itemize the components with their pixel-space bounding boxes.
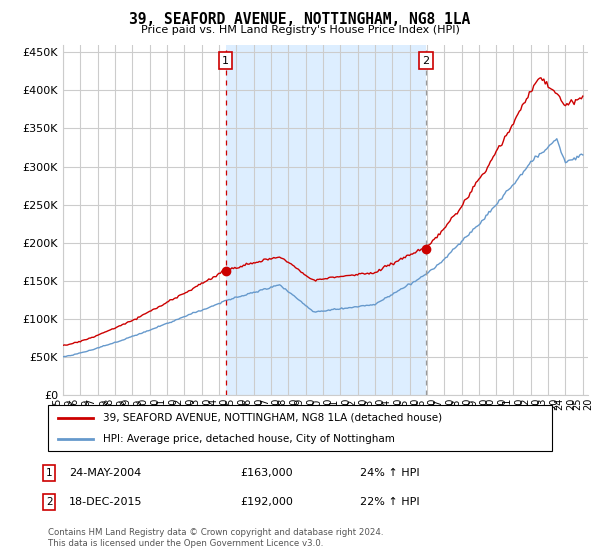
Text: 22% ↑ HPI: 22% ↑ HPI — [360, 497, 419, 507]
Text: 24-MAY-2004: 24-MAY-2004 — [69, 468, 141, 478]
Text: 24% ↑ HPI: 24% ↑ HPI — [360, 468, 419, 478]
Text: 39, SEAFORD AVENUE, NOTTINGHAM, NG8 1LA: 39, SEAFORD AVENUE, NOTTINGHAM, NG8 1LA — [130, 12, 470, 27]
Text: £192,000: £192,000 — [240, 497, 293, 507]
Text: 2: 2 — [422, 55, 430, 66]
Text: 2: 2 — [46, 497, 53, 507]
Text: HPI: Average price, detached house, City of Nottingham: HPI: Average price, detached house, City… — [103, 435, 395, 444]
Text: Contains HM Land Registry data © Crown copyright and database right 2024.
This d: Contains HM Land Registry data © Crown c… — [48, 528, 383, 548]
Text: £163,000: £163,000 — [240, 468, 293, 478]
Bar — [226, 45, 426, 395]
Text: Price paid vs. HM Land Registry's House Price Index (HPI): Price paid vs. HM Land Registry's House … — [140, 25, 460, 35]
Text: 1: 1 — [46, 468, 53, 478]
Text: 18-DEC-2015: 18-DEC-2015 — [69, 497, 143, 507]
Text: 39, SEAFORD AVENUE, NOTTINGHAM, NG8 1LA (detached house): 39, SEAFORD AVENUE, NOTTINGHAM, NG8 1LA … — [103, 413, 443, 423]
Text: 1: 1 — [222, 55, 229, 66]
